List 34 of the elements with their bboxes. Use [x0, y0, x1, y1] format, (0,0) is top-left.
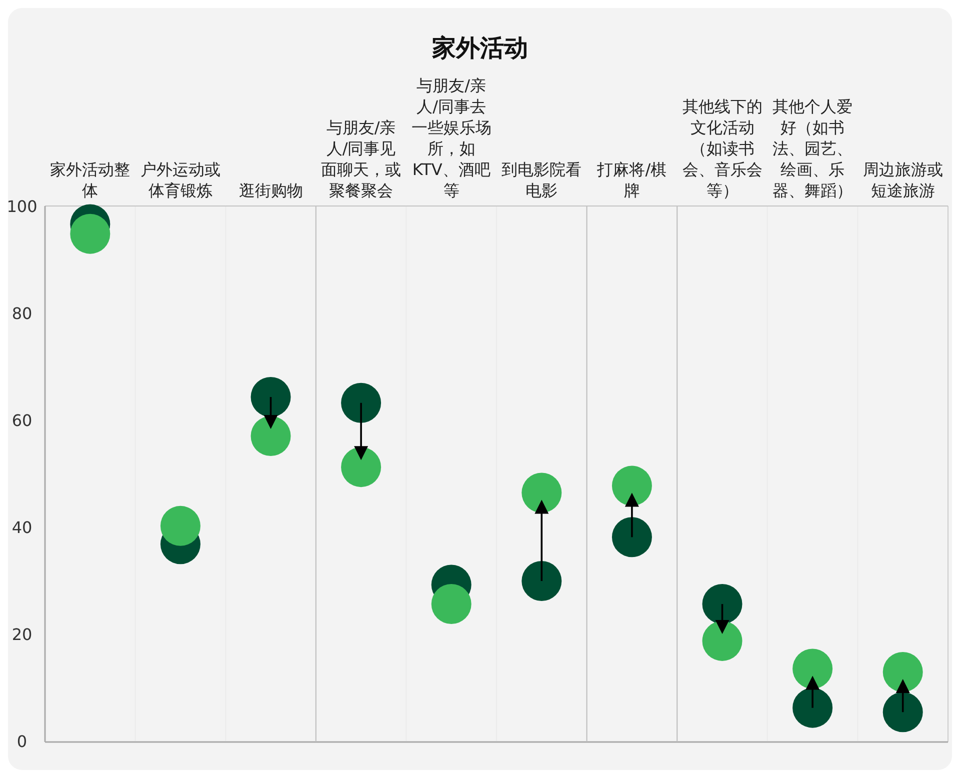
- x-tick-label: 其他线下的文化活动（如读书会、音乐会等）: [681, 96, 764, 201]
- y-tick-label: 40: [12, 518, 32, 537]
- point: [431, 584, 472, 624]
- point: [882, 692, 923, 732]
- y-tick-label: 80: [12, 304, 32, 323]
- point: [341, 382, 382, 423]
- y-tick-label: 20: [12, 625, 32, 644]
- y-tick-label: 0: [16, 732, 28, 751]
- x-tick-label: 打麻将/棋牌: [596, 159, 668, 201]
- point: [341, 447, 382, 488]
- point: [792, 648, 833, 689]
- x-tick-label: 其他个人爱好（如书法、园艺、绘画、乐器、舞蹈）: [772, 96, 854, 201]
- point: [250, 376, 291, 417]
- point: [792, 688, 833, 728]
- point: [882, 652, 923, 692]
- x-tick-label: 逛街购物: [238, 180, 304, 201]
- point: [612, 466, 652, 506]
- point: [160, 506, 200, 546]
- x-tick-label: 与朋友/亲人/同事去一些娱乐场所，如KTV、酒吧等: [410, 75, 492, 201]
- point: [702, 620, 742, 661]
- chart-title: 家外活动: [431, 34, 528, 62]
- point: [522, 472, 562, 513]
- x-tick-label: 到电影院看电影: [500, 159, 583, 201]
- x-tick-label: 户外运动或体育锻炼: [139, 159, 222, 201]
- point: [250, 416, 291, 456]
- x-tick-label: 家外活动整体: [49, 159, 132, 201]
- x-tick-label: 周边旅游或短途旅游: [862, 159, 944, 201]
- point: [70, 214, 110, 254]
- point: [522, 561, 562, 602]
- point: [612, 517, 652, 558]
- y-tick-label: 60: [12, 411, 32, 430]
- point: [702, 584, 742, 624]
- y-tick-label: 100: [6, 197, 38, 216]
- x-tick-label: 与朋友/亲人/同事见面聊天，或聚餐聚会: [320, 117, 402, 201]
